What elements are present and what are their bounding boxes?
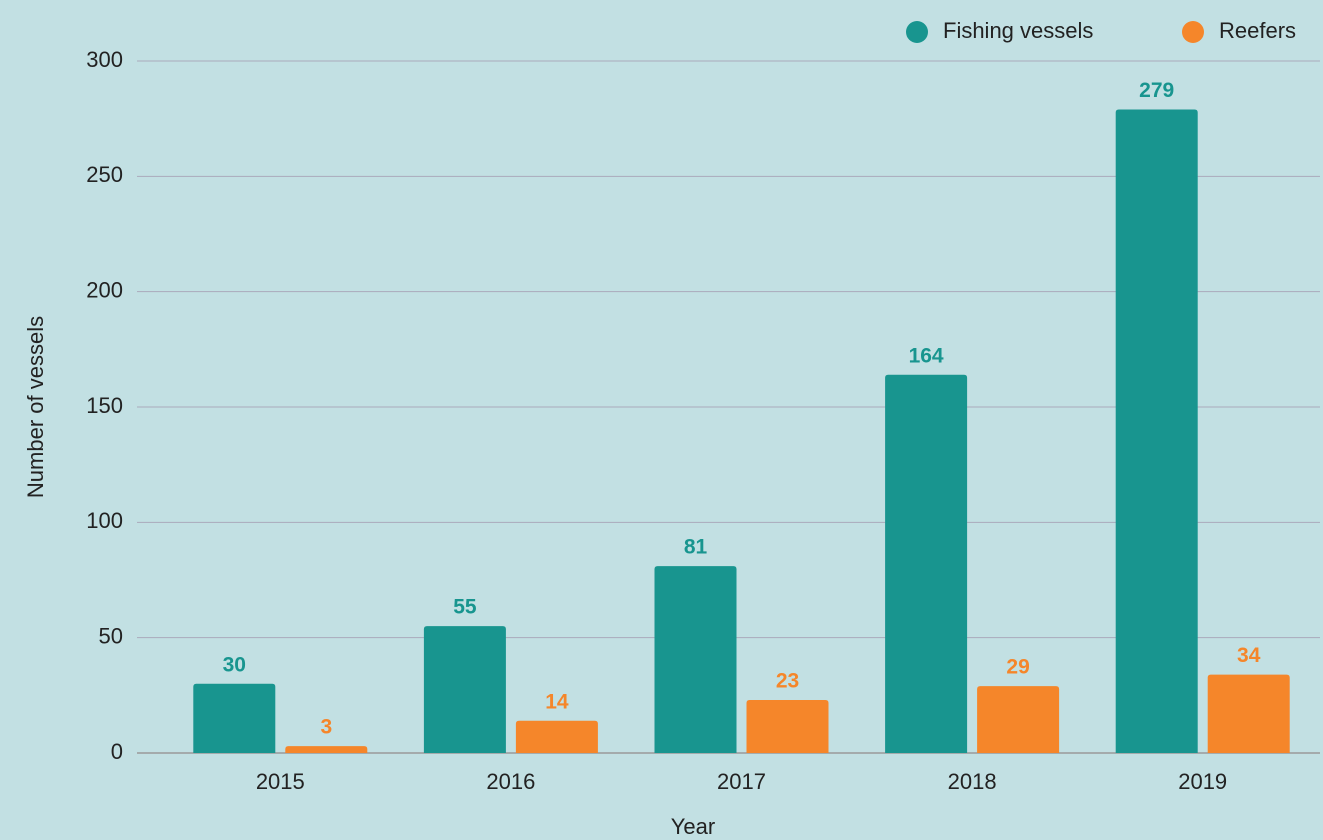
x-tick-label: 2019 (1178, 769, 1227, 794)
y-tick-label: 250 (86, 162, 123, 187)
bar (746, 699, 829, 753)
y-tick-label: 50 (99, 623, 123, 648)
data-label: 3 (320, 716, 332, 739)
legend-swatch (906, 21, 928, 43)
y-tick-label: 150 (86, 393, 123, 418)
legend-label: Fishing vessels (943, 18, 1093, 43)
bar (885, 374, 968, 753)
y-axis-label: Number of vessels (23, 316, 48, 498)
y-tick-label: 100 (86, 508, 123, 533)
x-tick-label: 2018 (948, 769, 997, 794)
bar (654, 566, 737, 753)
bar (977, 686, 1060, 753)
x-tick-label: 2015 (256, 769, 305, 794)
bar (285, 746, 368, 753)
bar (193, 683, 276, 753)
legend-label: Reefers (1219, 18, 1296, 43)
data-label: 23 (776, 669, 799, 692)
data-label: 30 (223, 653, 246, 676)
data-label: 81 (684, 536, 708, 559)
x-tick-label: 2017 (717, 769, 766, 794)
y-tick-label: 300 (86, 47, 123, 72)
x-axis-label: Year (671, 814, 715, 839)
bar (515, 720, 598, 753)
bar (1207, 674, 1290, 753)
y-tick-label: 200 (86, 277, 123, 302)
data-label: 164 (909, 344, 944, 367)
bar (423, 626, 506, 753)
x-tick-label: 2016 (486, 769, 535, 794)
data-label: 279 (1139, 79, 1174, 102)
data-label: 34 (1237, 644, 1261, 667)
data-label: 14 (545, 690, 569, 713)
legend-swatch (1182, 21, 1204, 43)
data-label: 29 (1006, 656, 1029, 679)
bar (1115, 109, 1198, 753)
y-tick-label: 0 (111, 739, 123, 764)
data-label: 55 (453, 596, 477, 619)
